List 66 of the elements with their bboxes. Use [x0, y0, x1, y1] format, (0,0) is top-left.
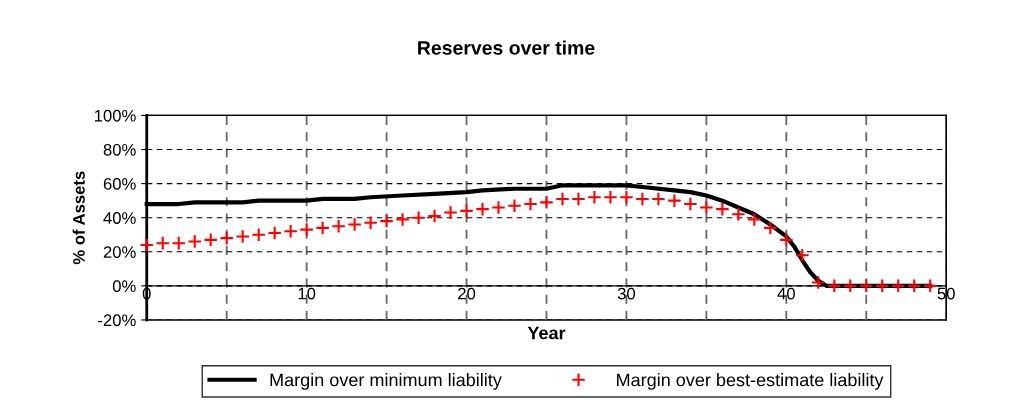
point: [571, 191, 586, 207]
point: [299, 222, 314, 237]
point: [507, 198, 522, 214]
point: [219, 230, 234, 246]
legend-label: Margin over minimum liability: [270, 373, 502, 390]
point: [331, 218, 346, 234]
point: [922, 278, 938, 294]
x-tick-label: 20: [458, 287, 476, 300]
x-tick-label: 30: [617, 287, 636, 300]
point: [683, 196, 698, 212]
point: [619, 189, 634, 205]
x-axis-title: Year: [527, 326, 566, 340]
point: [587, 189, 602, 205]
point: [187, 234, 202, 249]
point: [603, 189, 618, 205]
point: [523, 196, 538, 212]
legend-label: Margin over best-estimate liability: [617, 373, 884, 390]
point: [763, 220, 778, 236]
point: [651, 191, 666, 207]
point: [171, 235, 187, 251]
y-tick-label: 60%: [103, 178, 136, 190]
point: [811, 275, 826, 290]
point: [699, 200, 714, 215]
x-tick-label: 10: [298, 287, 316, 300]
point: [411, 210, 426, 225]
point: [251, 227, 266, 243]
point: [235, 229, 250, 244]
y-tick-label: 40%: [103, 212, 136, 224]
point: [347, 217, 362, 232]
point: [155, 235, 171, 251]
point: [395, 212, 410, 227]
point: [459, 203, 474, 219]
point: [539, 195, 554, 210]
point: [667, 193, 682, 208]
point: [203, 232, 218, 248]
point: [635, 191, 650, 207]
point: [858, 278, 874, 294]
point: [427, 208, 442, 224]
point: [827, 278, 842, 294]
point: [842, 278, 858, 294]
y-tick-label: 0%: [112, 280, 136, 293]
point: [283, 224, 298, 239]
point: [555, 191, 570, 207]
point: [890, 278, 906, 294]
point: [747, 212, 762, 227]
y-tick-label: 20%: [103, 246, 136, 258]
point: [363, 215, 378, 231]
point: [731, 206, 746, 222]
point: [139, 237, 155, 253]
point: [379, 213, 394, 229]
point: [874, 278, 890, 294]
point: [715, 201, 730, 217]
point: [491, 200, 506, 215]
y-tick-label: 80%: [103, 143, 136, 156]
point: [443, 205, 458, 220]
point: [315, 220, 330, 236]
y-axis-title: % of Assets: [72, 171, 85, 265]
chart-title: Reserves over time: [418, 40, 595, 55]
y-tick-label: 100%: [94, 109, 136, 122]
x-tick-label: 40: [777, 287, 795, 300]
point: [906, 278, 922, 294]
point: [795, 247, 810, 263]
point: [475, 201, 490, 217]
y-tick-label: -20%: [98, 314, 136, 327]
point: [267, 225, 282, 241]
point: [779, 232, 794, 248]
